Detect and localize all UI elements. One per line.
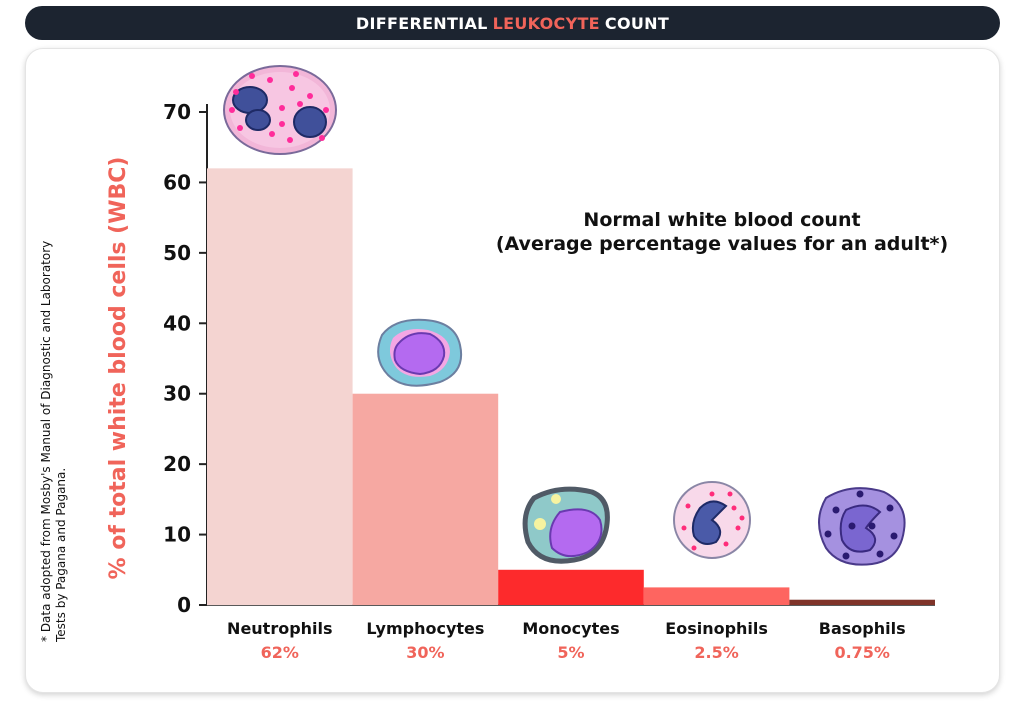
data-label: 62% (261, 643, 299, 662)
x-tick-label: Lymphocytes (366, 619, 484, 638)
x-tick-label: Neutrophils (227, 619, 333, 638)
x-tick-label: Monocytes (522, 619, 619, 638)
annotation-line-1: Normal white blood count (583, 209, 860, 231)
data-label: 0.75% (834, 643, 890, 662)
footnote-line-1: * Data adopted from Mosby's Manual of Di… (39, 241, 53, 642)
data-label: 30% (406, 643, 444, 662)
y-tick-label: 60 (163, 170, 191, 194)
data-label: 2.5% (694, 643, 738, 662)
y-axis-label: % of total white blood cells (WBC) (106, 157, 131, 580)
lymphocyte-cell-icon (377, 318, 462, 387)
title-text-pre: DIFFERENTIAL (355, 13, 488, 33)
category-labels: Neutrophils 62% Lymphocytes 30% Monocytes 5% E… (227, 619, 906, 662)
monocyte-cell-icon (522, 486, 610, 564)
title-text-post: COUNT (604, 13, 670, 33)
bars-group (207, 168, 935, 606)
footnote-line-2: Tests by Pagana and Pagana. (54, 468, 68, 643)
annotation-line-2: (Average percentage values for an adult*… (496, 233, 948, 255)
basophil-cell-icon (818, 487, 906, 566)
title-text-highlight: LEUKOCYTE (492, 13, 600, 33)
y-tick-label: 0 (177, 593, 191, 617)
bar-basophils (789, 599, 935, 605)
x-tick-label: Eosinophils (665, 619, 768, 638)
y-tick-label: 40 (163, 311, 191, 335)
y-tick-label: 30 (163, 382, 191, 406)
y-tick-label: 10 (163, 523, 191, 547)
eosinophil-cell-icon (673, 481, 751, 559)
bar-lymphocytes (352, 393, 499, 605)
y-tick-label: 50 (163, 241, 191, 265)
bar-eosinophils (643, 587, 790, 605)
x-tick-label: Basophils (819, 619, 906, 638)
neutrophil-cell-icon (223, 65, 337, 155)
bar-neutrophils (207, 168, 353, 606)
data-label: 5% (557, 643, 584, 662)
bar-monocytes (498, 569, 644, 605)
title-banner: DIFFERENTIAL LEUKOCYTE COUNT (25, 6, 1000, 40)
y-tick-label: 20 (163, 452, 191, 476)
y-tick-label: 70 (163, 100, 191, 124)
